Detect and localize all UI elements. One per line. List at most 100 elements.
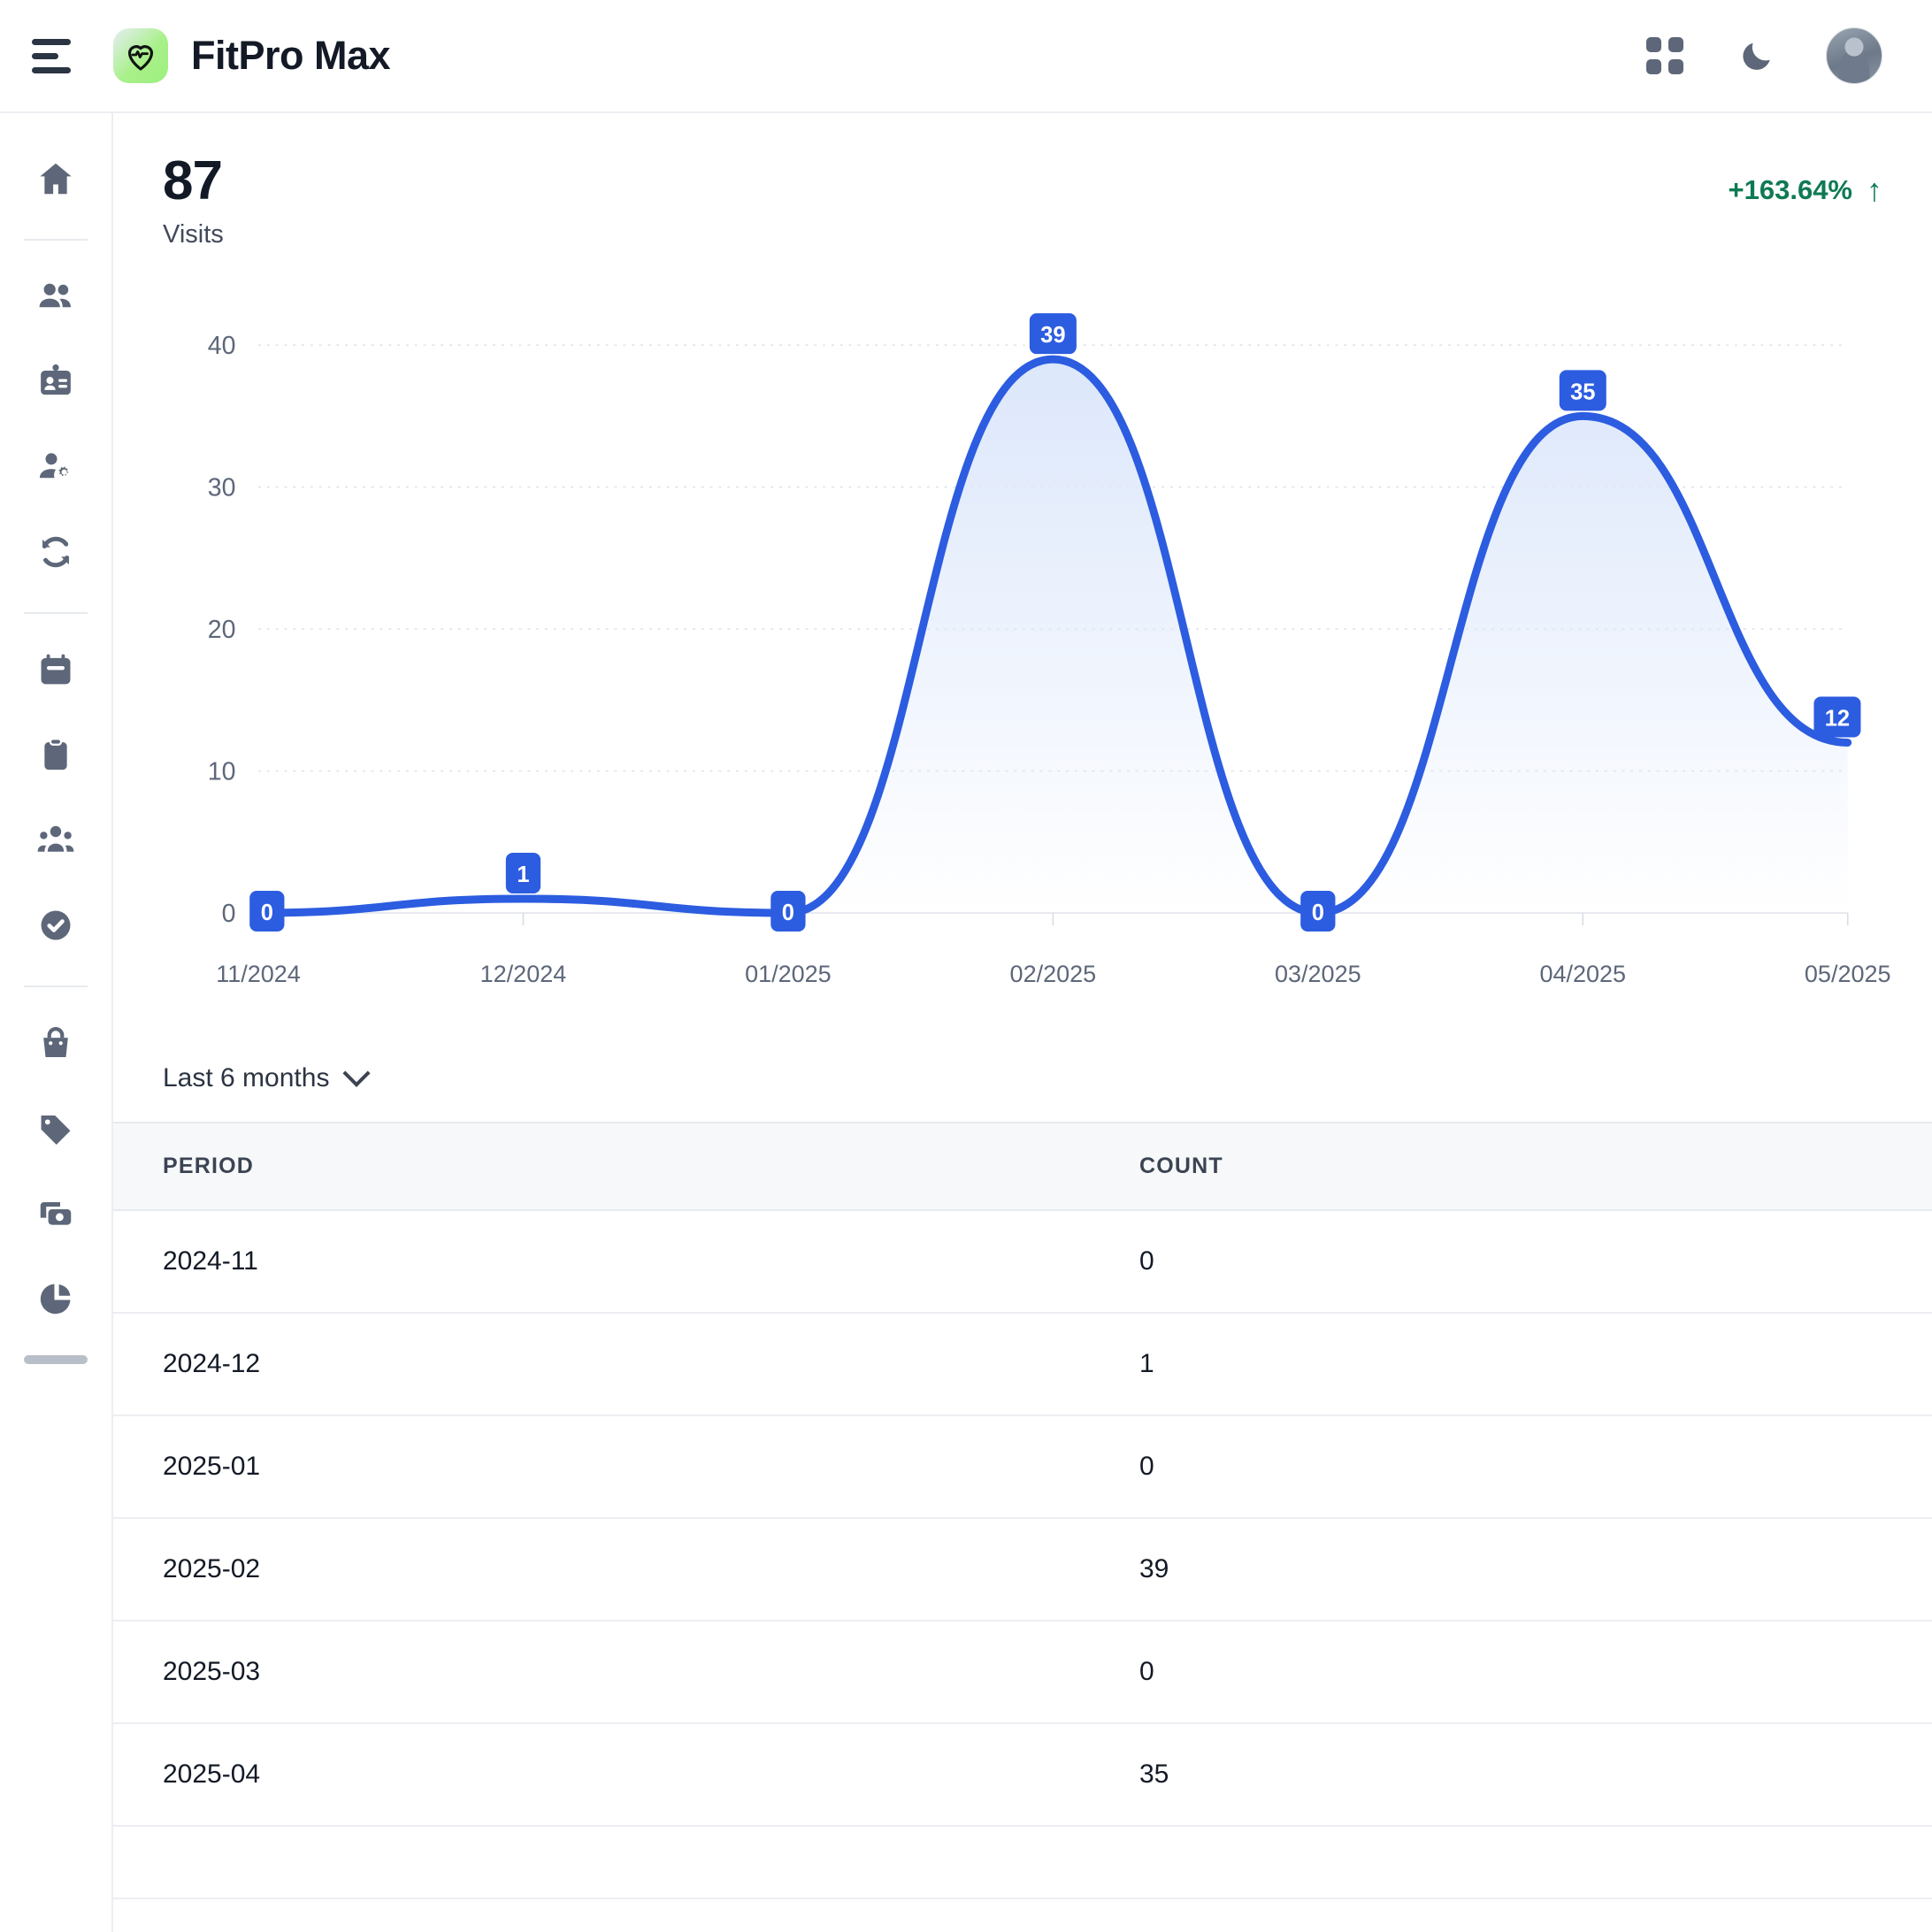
kpi-label: Visits bbox=[163, 220, 224, 249]
grid-icon[interactable] bbox=[1642, 33, 1688, 79]
sidebar-item-payments[interactable] bbox=[0, 1173, 112, 1258]
bag-icon bbox=[35, 1024, 76, 1069]
table-row[interactable]: 2025-03 0 bbox=[113, 1621, 1932, 1725]
sidebar-item-products[interactable] bbox=[0, 1088, 112, 1173]
users-icon bbox=[34, 276, 77, 323]
svg-text:1: 1 bbox=[517, 862, 529, 887]
cell-period: 2025-03 bbox=[113, 1621, 1139, 1725]
sidebar-item-user-settings[interactable] bbox=[0, 426, 112, 511]
svg-text:30: 30 bbox=[208, 473, 236, 502]
column-header-period[interactable]: PERIOD bbox=[113, 1122, 1139, 1212]
chart-x-axis: 11/2024 12/2024 01/2025 02/2025 03/2025 04/20… bbox=[163, 961, 1890, 1005]
sidebar-divider bbox=[24, 239, 88, 241]
table-row-partial bbox=[113, 1826, 1932, 1900]
tag-icon bbox=[35, 1108, 76, 1154]
table-row[interactable]: 2025-01 0 bbox=[113, 1415, 1932, 1520]
group-icon bbox=[34, 819, 77, 866]
svg-text:35: 35 bbox=[1570, 380, 1595, 404]
avatar[interactable] bbox=[1826, 27, 1882, 84]
moon-icon[interactable] bbox=[1734, 33, 1780, 79]
svg-text:0: 0 bbox=[782, 901, 794, 925]
svg-text:0: 0 bbox=[222, 900, 236, 928]
kpi-delta: +163.64% ↑ bbox=[1729, 152, 1882, 209]
sidebar-item-reports[interactable] bbox=[0, 1258, 112, 1343]
kpi-header: 87 Visits +163.64% ↑ bbox=[113, 113, 1932, 249]
refresh-icon bbox=[35, 532, 76, 577]
table-header-row: PERIOD COUNT bbox=[113, 1122, 1932, 1212]
header-actions bbox=[1642, 27, 1882, 84]
table-body: 2024-11 0 2024-12 1 2025-01 0 2025-02 39 2025-03… bbox=[113, 1210, 1932, 1900]
app-header: FitPro Max bbox=[0, 0, 1932, 113]
main-content: 87 Visits +163.64% ↑ 0 10 20 30 40 0 1 0 39 0 35 12… bbox=[113, 113, 1932, 1932]
cell-count bbox=[1139, 1826, 1932, 1900]
x-tick-label: 04/2025 bbox=[1539, 961, 1627, 988]
sidebar-divider bbox=[24, 612, 88, 614]
svg-text:10: 10 bbox=[208, 757, 236, 786]
sidebar-item-members[interactable] bbox=[0, 257, 112, 341]
heart-pulse-icon bbox=[113, 28, 168, 83]
table-row[interactable]: 2025-04 35 bbox=[113, 1723, 1932, 1828]
cell-period: 2025-04 bbox=[113, 1723, 1139, 1828]
cell-count: 0 bbox=[1139, 1415, 1932, 1520]
table-row[interactable]: 2025-02 39 bbox=[113, 1518, 1932, 1622]
table-row[interactable]: 2024-11 0 bbox=[113, 1210, 1932, 1315]
sidebar-item-tasks[interactable] bbox=[0, 885, 112, 970]
cell-count: 1 bbox=[1139, 1313, 1932, 1417]
cell-count: 35 bbox=[1139, 1723, 1932, 1828]
table-footer: Showing 1 - 7 of 7 bbox=[113, 1899, 1932, 1932]
periods-table: PERIOD COUNT 2024-11 0 2024-12 1 2025-01 0 202… bbox=[113, 1122, 1932, 1900]
x-tick-label: 05/2025 bbox=[1804, 961, 1891, 988]
svg-text:20: 20 bbox=[208, 616, 236, 644]
kpi-delta-value: +163.64% bbox=[1728, 174, 1852, 205]
banknote-icon bbox=[35, 1193, 76, 1238]
sidebar-divider bbox=[24, 985, 88, 987]
calendar-icon bbox=[35, 650, 76, 695]
sidebar-item-plans[interactable] bbox=[0, 715, 112, 800]
sidebar bbox=[0, 113, 113, 1932]
svg-text:12: 12 bbox=[1825, 706, 1850, 731]
cell-count: 0 bbox=[1139, 1210, 1932, 1315]
table-row[interactable]: 2024-12 1 bbox=[113, 1313, 1932, 1417]
x-tick-label: 11/2024 bbox=[216, 961, 301, 988]
check-circle-icon bbox=[35, 905, 76, 950]
clipboard-icon bbox=[35, 735, 76, 780]
x-tick-label: 12/2024 bbox=[479, 961, 567, 988]
sidebar-item-classes[interactable] bbox=[0, 800, 112, 885]
chevron-down-icon bbox=[342, 1059, 371, 1087]
range-row: Last 6 months bbox=[113, 1035, 1932, 1122]
sidebar-item-shop[interactable] bbox=[0, 1003, 112, 1088]
table-head: PERIOD COUNT bbox=[113, 1122, 1932, 1212]
id-badge-icon bbox=[35, 362, 76, 407]
user-settings-icon bbox=[35, 447, 76, 492]
trend-up-icon: ↑ bbox=[1867, 172, 1882, 208]
sidebar-item-home[interactable] bbox=[0, 138, 112, 223]
svg-text:39: 39 bbox=[1040, 323, 1065, 348]
x-tick-label: 03/2025 bbox=[1275, 961, 1361, 988]
visits-line-chart[interactable]: 0 10 20 30 40 0 1 0 39 0 35 12 bbox=[163, 258, 1882, 966]
range-select-label: Last 6 months bbox=[163, 1063, 330, 1093]
x-tick-label: 02/2025 bbox=[1009, 961, 1097, 988]
cell-period bbox=[113, 1826, 1139, 1900]
svg-text:0: 0 bbox=[261, 901, 273, 925]
sidebar-item-sync[interactable] bbox=[0, 511, 112, 596]
sidebar-item-schedule[interactable] bbox=[0, 630, 112, 715]
sidebar-item-staff[interactable] bbox=[0, 341, 112, 426]
cell-count: 0 bbox=[1139, 1621, 1932, 1725]
chart-container: 0 10 20 30 40 0 1 0 39 0 35 12 11/2024 12/2024 01/202… bbox=[113, 249, 1932, 1005]
body: 87 Visits +163.64% ↑ 0 10 20 30 40 0 1 0 39 0 35 12… bbox=[0, 113, 1932, 1932]
svg-text:40: 40 bbox=[208, 332, 236, 360]
cell-period: 2025-01 bbox=[113, 1415, 1139, 1520]
home-icon bbox=[35, 158, 76, 203]
range-select[interactable]: Last 6 months bbox=[163, 1059, 371, 1093]
column-header-count[interactable]: COUNT bbox=[1139, 1122, 1932, 1212]
cell-period: 2025-02 bbox=[113, 1518, 1139, 1622]
page-title: FitPro Max bbox=[191, 33, 391, 78]
sidebar-active-indicator bbox=[24, 1355, 88, 1364]
svg-text:0: 0 bbox=[1312, 901, 1324, 925]
x-tick-label: 01/2025 bbox=[745, 961, 832, 988]
pie-chart-icon bbox=[35, 1278, 76, 1323]
hamburger-icon[interactable] bbox=[32, 31, 81, 80]
cell-period: 2024-11 bbox=[113, 1210, 1139, 1315]
